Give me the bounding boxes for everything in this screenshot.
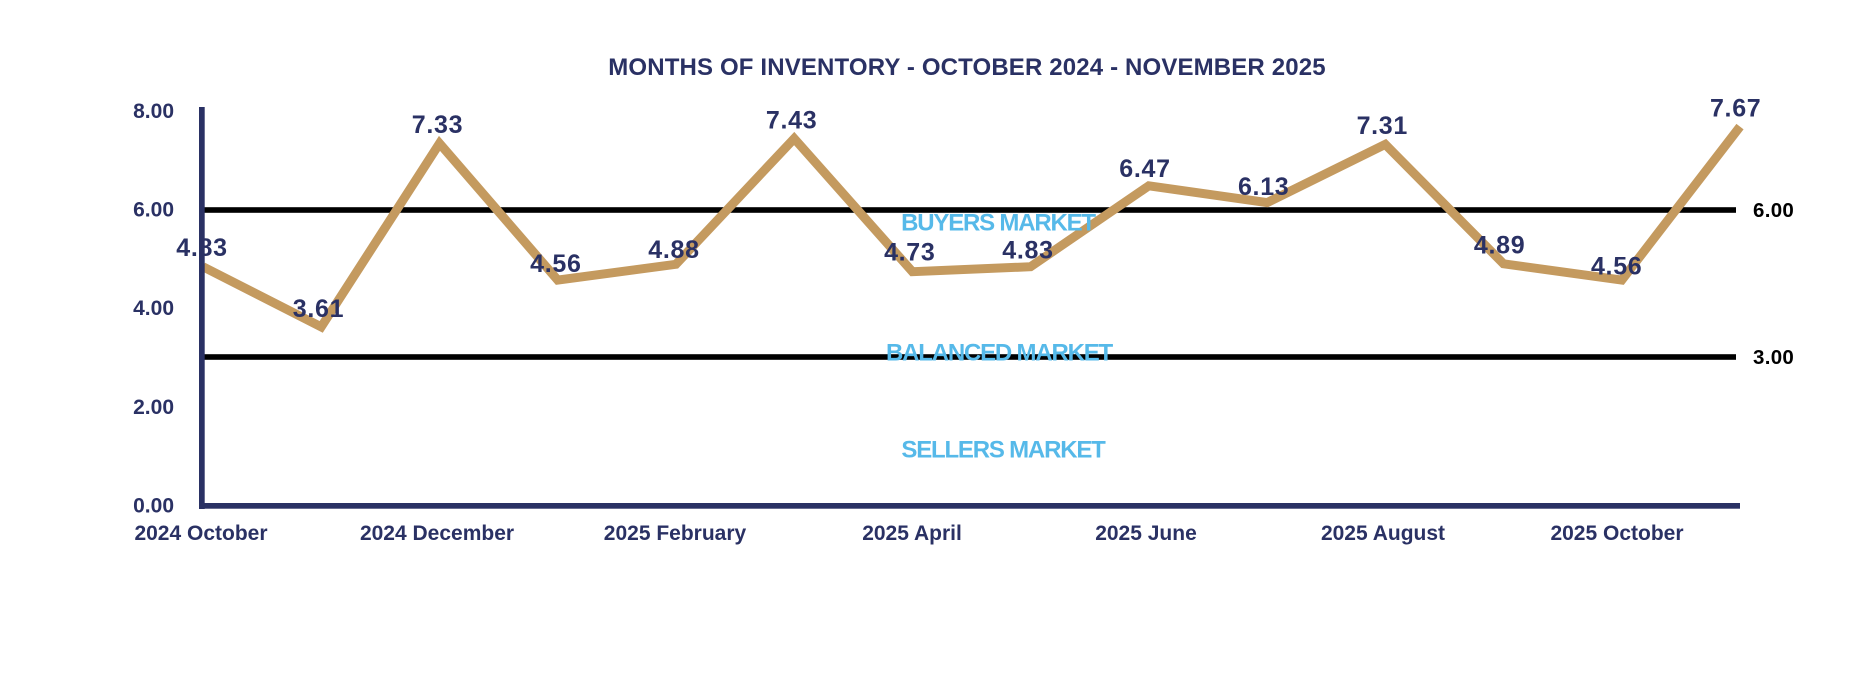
svg-text:8.00: 8.00 [133, 100, 174, 123]
svg-text:2024 December: 2024 December [360, 522, 514, 545]
svg-text:6.00: 6.00 [1753, 199, 1794, 222]
svg-text:2025 April: 2025 April [862, 522, 962, 545]
svg-text:2025 October: 2025 October [1550, 522, 1683, 545]
svg-text:2024 October: 2024 October [134, 522, 267, 545]
svg-text:2025 August: 2025 August [1321, 522, 1445, 545]
svg-text:2025 February: 2025 February [604, 522, 747, 545]
svg-text:BUYERS MARKET: BUYERS MARKET [901, 210, 1096, 237]
svg-text:6.00: 6.00 [133, 199, 174, 222]
svg-text:4.73: 4.73 [884, 238, 935, 266]
svg-text:4.56: 4.56 [1591, 252, 1642, 280]
svg-text:0.00: 0.00 [133, 495, 174, 518]
svg-text:7.43: 7.43 [766, 106, 817, 134]
svg-text:2.00: 2.00 [133, 396, 174, 419]
svg-text:4.89: 4.89 [1474, 232, 1525, 260]
svg-text:6.13: 6.13 [1238, 173, 1289, 201]
svg-text:2025 June: 2025 June [1095, 522, 1197, 545]
svg-text:3.61: 3.61 [293, 295, 344, 323]
svg-text:MONTHS OF INVENTORY - OCTOBER: MONTHS OF INVENTORY - OCTOBER 2024 - NOV… [608, 54, 1325, 81]
svg-text:7.31: 7.31 [1357, 112, 1408, 140]
svg-text:7.67: 7.67 [1710, 95, 1761, 123]
svg-text:BALANCED MARKET: BALANCED MARKET [886, 340, 1114, 367]
svg-text:4.88: 4.88 [648, 236, 699, 264]
svg-text:4.83: 4.83 [1002, 236, 1053, 264]
svg-text:SELLERS MARKET: SELLERS MARKET [901, 437, 1106, 464]
svg-text:4.56: 4.56 [530, 250, 581, 278]
svg-text:3.00: 3.00 [1753, 346, 1794, 369]
svg-text:7.33: 7.33 [412, 111, 463, 139]
svg-text:4.00: 4.00 [133, 297, 174, 320]
svg-text:6.47: 6.47 [1119, 155, 1170, 183]
